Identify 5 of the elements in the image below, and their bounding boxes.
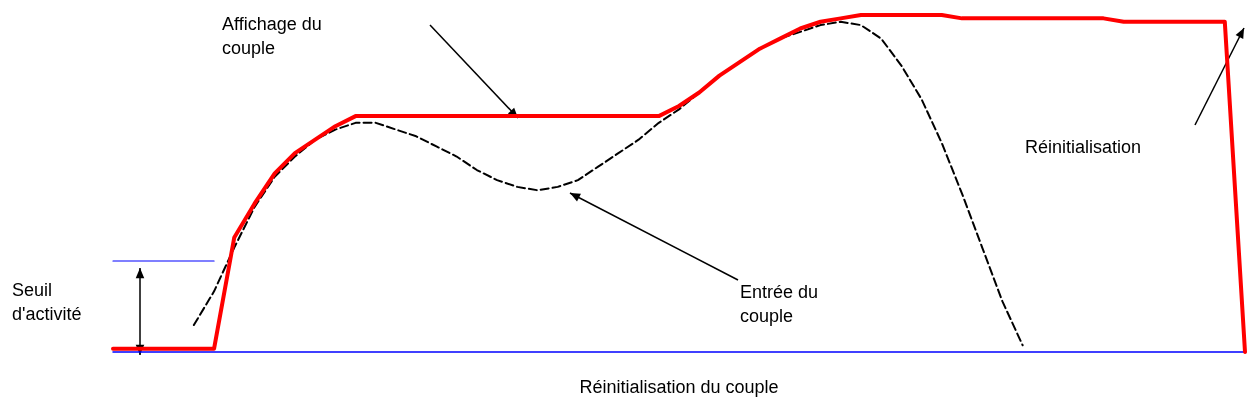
x-axis-title: Réinitialisation du couple — [579, 377, 779, 397]
annotation: Entrée du couple — [740, 282, 824, 326]
text: Seuil d'activité — [12, 280, 82, 324]
annotation: Affichage du couple — [222, 14, 327, 58]
annotation: Réinitialisation — [1025, 137, 1142, 157]
